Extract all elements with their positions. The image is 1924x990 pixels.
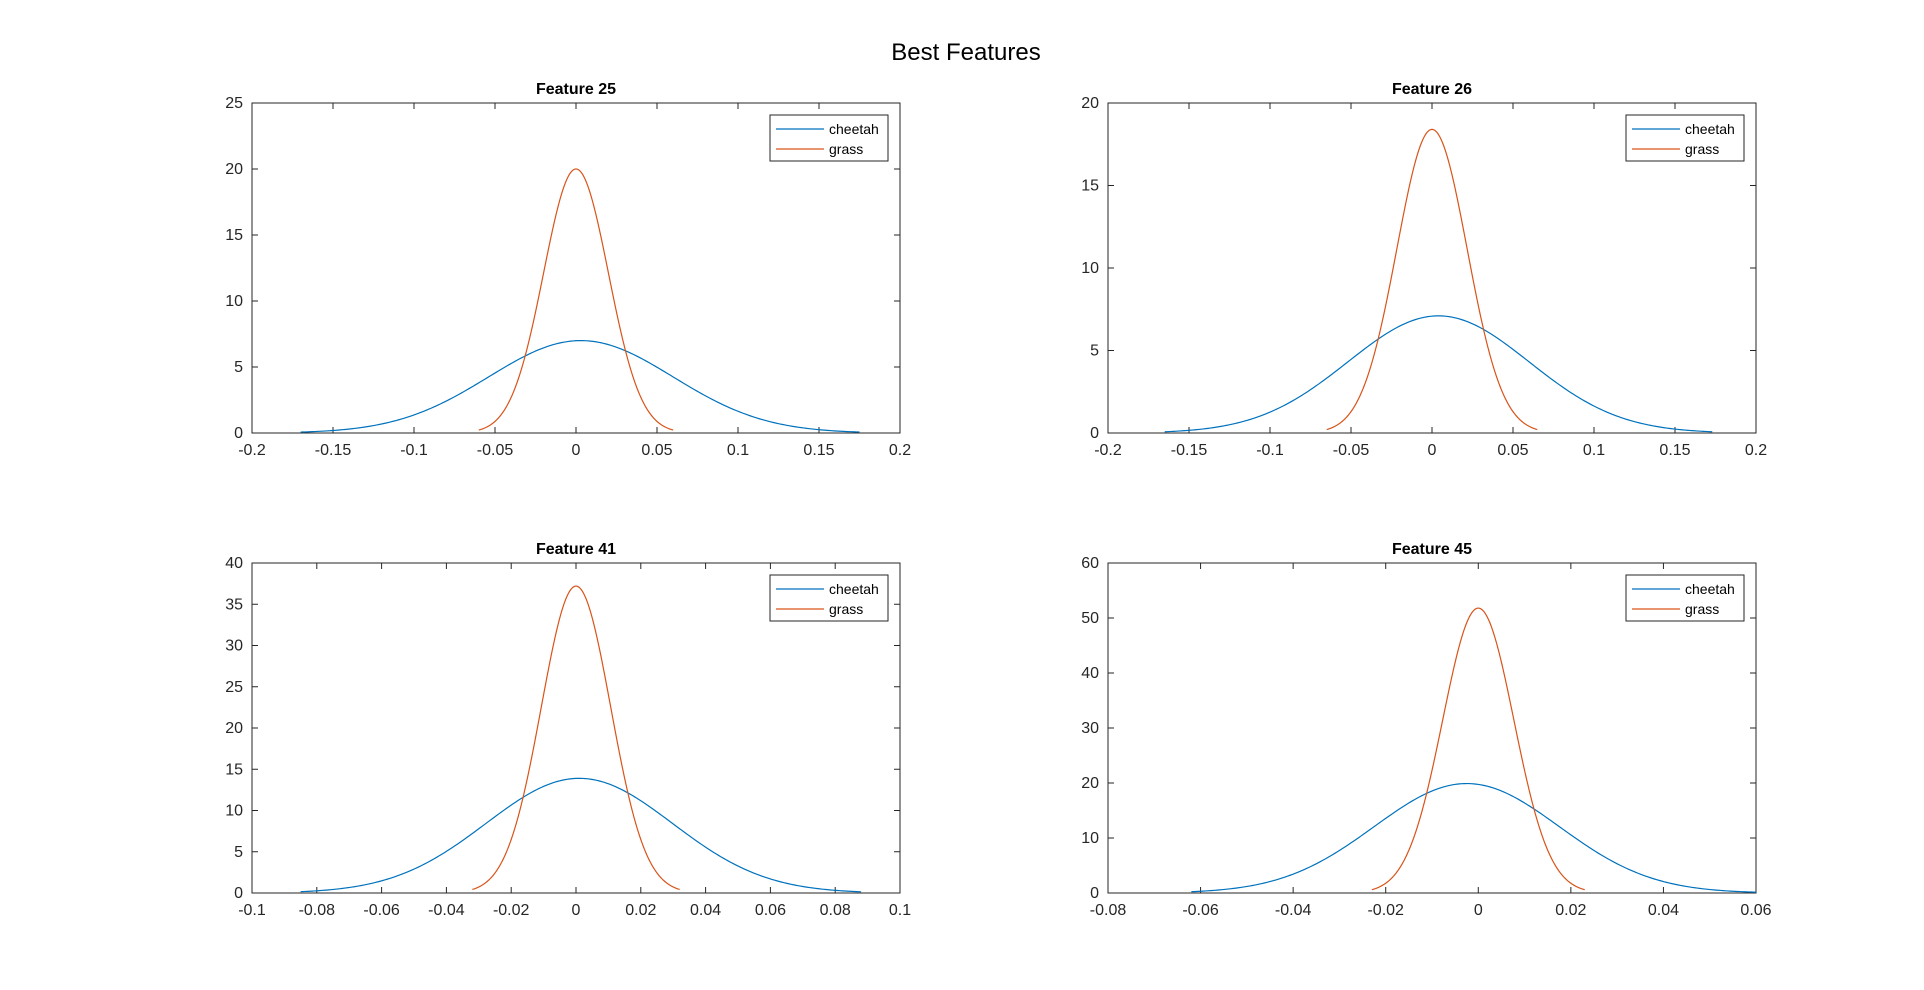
subplot-3: Feature 41 -0.1 -0.08 -0.06 -0.04 -0.02 0 0.02 0… <box>225 541 911 919</box>
series-line-cheetah <box>1191 782 1757 893</box>
legend-box <box>769 114 889 162</box>
x-tick-label: 0.05 <box>641 442 672 459</box>
subplot-1: Feature 25 -0.2 -0.15 -0.1 -0.05 0 0.05 0.1 0.15… <box>225 81 911 459</box>
y-tick-label: 20 <box>225 161 243 178</box>
axes-title: Feature 25 <box>536 81 616 98</box>
y-tick-label: 0 <box>234 885 243 902</box>
y-tick-label: 0 <box>1090 885 1099 902</box>
y-tick-label: 0 <box>1090 425 1099 442</box>
subplot-2: Feature 26 -0.2 -0.15 -0.1 -0.05 0 0.05 0.1 0.15… <box>1081 81 1767 459</box>
x-tick-label: -0.04 <box>1275 902 1312 919</box>
legend: cheetah grass <box>769 114 889 162</box>
series-line-grass <box>1371 607 1585 891</box>
y-tick-label: 5 <box>1090 343 1099 360</box>
legend-label-cheetah: cheetah <box>1685 581 1735 597</box>
x-tick-label: 0.1 <box>889 902 911 919</box>
x-tick-label: 0 <box>1474 902 1483 919</box>
y-tick-label: 20 <box>1081 775 1099 792</box>
x-tick-label: -0.1 <box>400 442 428 459</box>
x-tick-label: 0.04 <box>1648 902 1679 919</box>
x-tick-label: -0.1 <box>238 902 266 919</box>
x-tick-label: -0.02 <box>1367 902 1404 919</box>
x-tick-label: 0.08 <box>820 902 851 919</box>
series-line-cheetah <box>300 339 860 433</box>
y-tick-label: 25 <box>225 679 243 696</box>
legend-label-cheetah: cheetah <box>829 121 879 137</box>
x-tick-label: -0.08 <box>1090 902 1127 919</box>
y-tick-label: 5 <box>234 359 243 376</box>
legend-box <box>1625 574 1745 622</box>
y-tick-label: 50 <box>1081 610 1099 627</box>
legend-box <box>769 574 889 622</box>
legend: cheetah grass <box>1625 574 1745 622</box>
y-tick-label: 25 <box>225 95 243 112</box>
figure-title: Best Features <box>891 39 1040 66</box>
legend-label-grass: grass <box>829 601 863 617</box>
x-tick-label: -0.05 <box>1333 442 1370 459</box>
y-tick-label: 30 <box>1081 720 1099 737</box>
x-tick-label: -0.2 <box>238 442 266 459</box>
series-line-grass <box>472 585 680 891</box>
x-tick-label: 0 <box>572 442 581 459</box>
y-tick-label: 15 <box>225 761 243 778</box>
series-line-cheetah <box>300 777 862 893</box>
y-tick-label: 60 <box>1081 555 1099 572</box>
legend-label-grass: grass <box>1685 141 1719 157</box>
series-line-cheetah <box>1164 315 1713 433</box>
x-tick-label: 0.1 <box>727 442 749 459</box>
y-tick-label: 0 <box>234 425 243 442</box>
x-tick-label: -0.04 <box>428 902 465 919</box>
y-tick-label: 15 <box>1081 178 1099 195</box>
legend: cheetah grass <box>769 574 889 622</box>
x-tick-label: -0.06 <box>1182 902 1219 919</box>
x-tick-label: 0.2 <box>889 442 911 459</box>
y-tick-label: 20 <box>1081 95 1099 112</box>
x-tick-label: -0.15 <box>315 442 352 459</box>
x-tick-label: -0.2 <box>1094 442 1122 459</box>
y-tick-label: 20 <box>225 720 243 737</box>
y-tick-label: 40 <box>1081 665 1099 682</box>
x-tick-label: 0 <box>1428 442 1437 459</box>
legend-label-grass: grass <box>829 141 863 157</box>
y-tick-label: 15 <box>225 227 243 244</box>
subplot-4: Feature 45 -0.08 -0.06 -0.04 -0.02 0 0.02 0.04 0… <box>1081 541 1771 919</box>
x-tick-label: -0.06 <box>363 902 400 919</box>
y-tick-label: 35 <box>225 596 243 613</box>
y-tick-label: 30 <box>225 638 243 655</box>
y-tick-label: 5 <box>234 844 243 861</box>
axes-title: Feature 41 <box>536 541 616 558</box>
legend-label-grass: grass <box>1685 601 1719 617</box>
legend: cheetah grass <box>1625 114 1745 162</box>
y-tick-label: 40 <box>225 555 243 572</box>
x-tick-label: 0.02 <box>1555 902 1586 919</box>
axes-title: Feature 26 <box>1392 81 1472 98</box>
x-tick-label: 0.05 <box>1497 442 1528 459</box>
subplot-grid: Feature 25-0.2 -0.15 -0.1 -0.05 0 0.05 0.1 0.15… <box>225 81 1771 919</box>
series-line-grass <box>478 168 674 431</box>
x-tick-label: 0.02 <box>625 902 656 919</box>
x-tick-label: 0.15 <box>1659 442 1690 459</box>
x-tick-label: -0.02 <box>493 902 530 919</box>
y-tick-label: 10 <box>225 803 243 820</box>
legend-box <box>1625 114 1745 162</box>
x-tick-label: -0.15 <box>1171 442 1208 459</box>
x-tick-label: 0.06 <box>1740 902 1771 919</box>
y-tick-label: 10 <box>1081 830 1099 847</box>
x-tick-label: -0.1 <box>1256 442 1284 459</box>
legend-label-cheetah: cheetah <box>829 581 879 597</box>
x-tick-label: -0.08 <box>299 902 336 919</box>
y-tick-label: 10 <box>1081 260 1099 277</box>
x-tick-label: -0.05 <box>477 442 514 459</box>
series-line-grass <box>1326 128 1538 431</box>
axes-title: Feature 45 <box>1392 541 1472 558</box>
legend-label-cheetah: cheetah <box>1685 121 1735 137</box>
x-tick-label: 0 <box>572 902 581 919</box>
x-tick-label: 0.06 <box>755 902 786 919</box>
x-tick-label: 0.1 <box>1583 442 1605 459</box>
x-tick-label: 0.2 <box>1745 442 1767 459</box>
x-tick-label: 0.04 <box>690 902 721 919</box>
y-tick-label: 10 <box>225 293 243 310</box>
x-tick-label: 0.15 <box>803 442 834 459</box>
